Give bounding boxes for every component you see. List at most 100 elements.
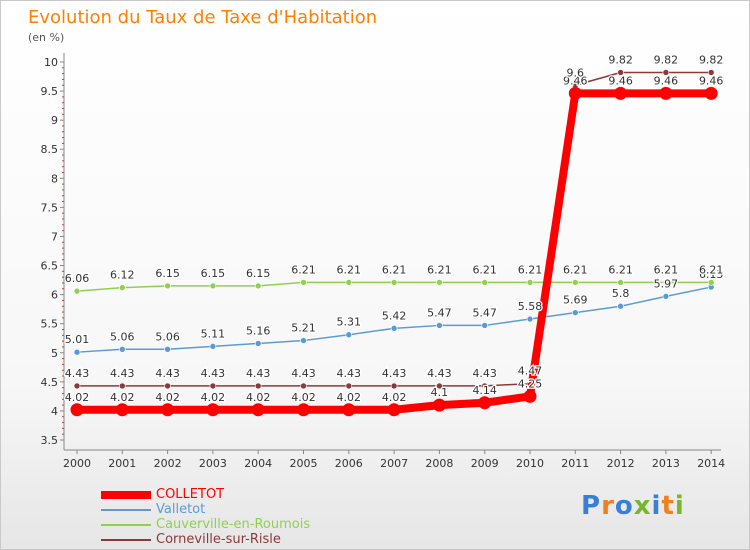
data-label: 4.02 xyxy=(382,391,407,404)
data-point xyxy=(662,279,670,286)
data-label: 6.21 xyxy=(699,263,724,276)
data-point xyxy=(704,86,718,100)
chart-title: Evolution du Taux de Taxe d'Habitation xyxy=(28,7,378,28)
data-point xyxy=(345,331,353,339)
logo-letter: x xyxy=(633,491,652,521)
data-label: 4.43 xyxy=(110,367,135,380)
data-label: 6.12 xyxy=(110,269,135,282)
data-label: 4.43 xyxy=(337,367,362,380)
legend-item: Valletot xyxy=(101,502,310,517)
data-label: 4.02 xyxy=(110,391,135,404)
data-point xyxy=(659,86,673,100)
data-point xyxy=(571,279,579,286)
data-label: 9.46 xyxy=(654,74,679,87)
data-label: 5.69 xyxy=(563,294,588,307)
data-label: 5.31 xyxy=(337,316,362,329)
data-label: 4.43 xyxy=(65,367,90,380)
data-label: 9.46 xyxy=(699,74,724,87)
data-label: 5.06 xyxy=(110,330,135,343)
legend-label: Corneville-sur-Risle xyxy=(156,532,281,547)
data-point xyxy=(254,282,262,290)
data-point xyxy=(614,86,628,100)
data-label: 4.43 xyxy=(246,367,271,380)
data-point xyxy=(254,340,262,347)
data-point xyxy=(481,279,489,286)
data-label: 5.47 xyxy=(427,306,452,319)
data-point xyxy=(617,279,624,286)
data-label: 6.21 xyxy=(337,263,362,276)
data-point xyxy=(209,282,217,290)
y-tick-label: 8.5 xyxy=(41,143,59,156)
data-label: 9.46 xyxy=(608,74,633,87)
data-label: 6.21 xyxy=(291,263,316,276)
data-label: 4.43 xyxy=(427,367,452,380)
y-tick-label: 9 xyxy=(51,114,58,127)
data-label: 6.21 xyxy=(654,263,679,276)
legend-item: Corneville-sur-Risle xyxy=(101,532,310,547)
data-label: 4.02 xyxy=(337,391,362,404)
data-label: 4.14 xyxy=(472,384,497,397)
legend-label: Cauverville-en-Roumois xyxy=(156,517,311,532)
data-point xyxy=(251,403,265,417)
data-label: 5.01 xyxy=(65,333,90,346)
x-tick-label: 2002 xyxy=(154,457,182,470)
x-tick-label: 2003 xyxy=(199,457,227,470)
data-label: 9.46 xyxy=(563,74,588,87)
data-label: 6.15 xyxy=(155,267,180,280)
data-label: 9.82 xyxy=(654,53,679,66)
data-point xyxy=(119,382,126,390)
y-tick-label: 5.5 xyxy=(41,318,59,331)
y-tick-label: 8 xyxy=(51,172,58,185)
logo-letter: t xyxy=(661,491,675,521)
data-point xyxy=(390,279,398,286)
chart-subtitle: (en %) xyxy=(28,31,65,44)
data-point xyxy=(206,403,220,417)
data-point xyxy=(390,382,398,390)
y-tick-label: 10 xyxy=(44,56,58,69)
data-label: 4.02 xyxy=(65,391,90,404)
x-tick-label: 2012 xyxy=(607,457,635,470)
legend: COLLETOT Valletot Cauverville-en-Roumois Co… xyxy=(101,487,310,547)
data-point xyxy=(164,382,171,390)
data-label: 5.06 xyxy=(155,330,180,343)
legend-swatch xyxy=(101,523,151,526)
data-point xyxy=(387,403,401,417)
data-label: 9.82 xyxy=(608,53,633,66)
legend-item: Cauverville-en-Roumois xyxy=(101,517,310,532)
data-point xyxy=(390,325,398,332)
x-tick-label: 2008 xyxy=(425,457,453,470)
data-point xyxy=(526,279,534,286)
data-label: 6.15 xyxy=(201,267,226,280)
data-point xyxy=(297,403,310,417)
data-label: 4.43 xyxy=(291,367,316,380)
data-label: 5.42 xyxy=(382,309,407,322)
data-point xyxy=(300,279,307,286)
data-point xyxy=(119,284,126,291)
y-tick-label: 5 xyxy=(51,347,58,360)
data-label: 5.58 xyxy=(518,300,543,313)
x-tick-label: 2011 xyxy=(561,457,589,470)
y-tick-label: 3.5 xyxy=(41,434,59,447)
data-label: 5.47 xyxy=(472,306,497,319)
legend-swatch xyxy=(101,508,151,511)
data-label: 4.02 xyxy=(201,391,226,404)
data-label: 5.16 xyxy=(246,324,271,337)
logo-letter: i xyxy=(651,491,662,521)
legend-label: COLLETOT xyxy=(156,487,225,502)
data-label: 5.8 xyxy=(612,287,630,300)
logo-letter: i xyxy=(674,491,685,521)
logo-letter: r xyxy=(601,491,615,521)
data-label: 4.43 xyxy=(201,367,226,380)
data-label: 5.21 xyxy=(291,322,316,335)
data-point xyxy=(662,293,670,300)
legend-item: COLLETOT xyxy=(101,487,310,502)
data-point xyxy=(70,403,84,417)
data-point xyxy=(115,403,129,417)
data-point xyxy=(436,322,443,329)
y-tick-label: 7 xyxy=(51,230,58,243)
data-point xyxy=(568,86,582,100)
x-tick-label: 2007 xyxy=(380,457,408,470)
data-point xyxy=(523,389,537,403)
x-tick-label: 2010 xyxy=(516,457,544,470)
